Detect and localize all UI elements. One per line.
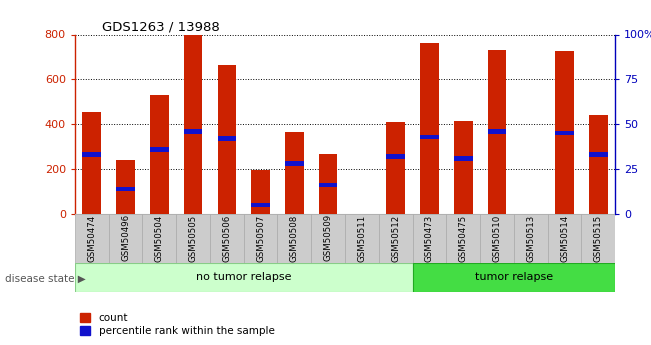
Text: GSM50496: GSM50496 xyxy=(121,214,130,262)
Bar xyxy=(75,263,413,292)
Bar xyxy=(555,131,574,136)
Text: GSM50513: GSM50513 xyxy=(526,214,535,262)
Bar xyxy=(387,122,405,214)
Text: no tumor relapse: no tumor relapse xyxy=(196,273,292,282)
Bar xyxy=(117,187,135,191)
Bar xyxy=(109,214,143,264)
Text: GSM50511: GSM50511 xyxy=(357,214,367,262)
Bar xyxy=(387,154,405,159)
Text: GDS1263 / 13988: GDS1263 / 13988 xyxy=(102,20,219,33)
Bar xyxy=(117,160,135,214)
Bar xyxy=(488,50,506,214)
Bar xyxy=(345,214,379,264)
Bar xyxy=(547,214,581,264)
Bar xyxy=(143,214,176,264)
Text: GSM50508: GSM50508 xyxy=(290,214,299,262)
Bar xyxy=(447,214,480,264)
Bar xyxy=(581,214,615,264)
Bar xyxy=(285,161,303,166)
Text: GSM50510: GSM50510 xyxy=(493,214,501,262)
Bar xyxy=(420,43,439,214)
Bar xyxy=(150,95,169,214)
Text: disease state ▶: disease state ▶ xyxy=(5,274,86,284)
Bar xyxy=(277,214,311,264)
Text: GSM50504: GSM50504 xyxy=(155,214,164,262)
Bar xyxy=(176,214,210,264)
Text: GSM50474: GSM50474 xyxy=(87,214,96,262)
Bar xyxy=(488,129,506,134)
Bar xyxy=(413,214,447,264)
Text: GSM50475: GSM50475 xyxy=(459,214,467,262)
Bar xyxy=(75,214,109,264)
Text: GSM50473: GSM50473 xyxy=(425,214,434,262)
Bar xyxy=(454,121,473,214)
Bar xyxy=(589,115,607,214)
Bar xyxy=(210,214,243,264)
Text: GSM50514: GSM50514 xyxy=(560,214,569,262)
Bar xyxy=(243,214,277,264)
Bar xyxy=(184,129,202,134)
Text: GSM50512: GSM50512 xyxy=(391,214,400,262)
Text: GSM50506: GSM50506 xyxy=(223,214,231,262)
Bar xyxy=(555,51,574,214)
Bar xyxy=(217,65,236,214)
Legend: count, percentile rank within the sample: count, percentile rank within the sample xyxy=(80,313,275,336)
Bar xyxy=(150,147,169,151)
Text: GSM50509: GSM50509 xyxy=(324,214,333,262)
Text: GSM50515: GSM50515 xyxy=(594,214,603,262)
Bar xyxy=(83,152,101,157)
Bar xyxy=(480,214,514,264)
Bar xyxy=(285,132,303,214)
Bar xyxy=(420,135,439,139)
Bar xyxy=(454,156,473,160)
Bar xyxy=(379,214,413,264)
Bar xyxy=(319,155,337,214)
Text: GSM50505: GSM50505 xyxy=(189,214,197,262)
Text: tumor relapse: tumor relapse xyxy=(475,273,553,282)
Bar xyxy=(251,203,270,207)
Bar xyxy=(217,136,236,141)
Bar xyxy=(83,112,101,214)
Bar xyxy=(319,183,337,187)
Text: GSM50507: GSM50507 xyxy=(256,214,265,262)
Bar xyxy=(514,214,547,264)
Bar xyxy=(589,152,607,157)
Bar xyxy=(251,170,270,214)
Bar xyxy=(311,214,345,264)
Bar xyxy=(413,263,615,292)
Bar xyxy=(184,34,202,214)
